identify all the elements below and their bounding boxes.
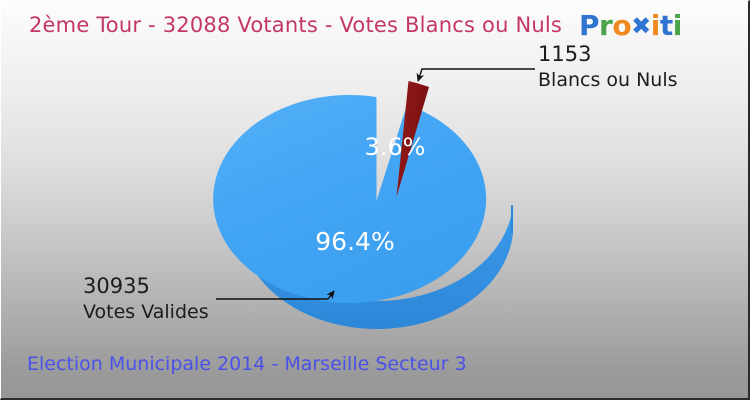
- proxiti-logo[interactable]: Pro✖iti: [579, 9, 682, 42]
- pie-label-blancs-pct: 3.6%: [365, 133, 426, 161]
- logo-letter-3: ✖: [631, 12, 651, 40]
- callout-blancs-value: 1153: [538, 42, 592, 66]
- pie-slice-valides[interactable]: [213, 94, 487, 303]
- callout-blancs-ou-nuls: 1153 Blancs ou Nuls: [538, 41, 678, 93]
- chart-subtitle: Election Municipale 2014 - Marseille Sec…: [27, 353, 467, 375]
- pie-slice-blancs[interactable]: [396, 81, 430, 197]
- callout-valides-label: Votes Valides: [83, 301, 209, 323]
- page-title: 2ème Tour - 32088 Votants - Votes Blancs…: [29, 13, 563, 37]
- logo-letter-2: o: [612, 9, 632, 42]
- logo-letter-5: t: [659, 9, 673, 42]
- logo-letter-6: i: [672, 9, 683, 42]
- logo-letter-4: i: [650, 9, 661, 42]
- pie-label-valides-pct: 96.4%: [315, 227, 394, 256]
- callout-valides-value: 30935: [83, 274, 150, 298]
- leader-line-blancs: [416, 68, 535, 82]
- logo-letter-1: r: [599, 9, 613, 42]
- leader-line-valides: [216, 290, 335, 300]
- callout-votes-valides: 30935 Votes Valides: [83, 273, 209, 325]
- callout-blancs-label: Blancs ou Nuls: [538, 69, 678, 91]
- logo-letter-0: P: [579, 9, 600, 42]
